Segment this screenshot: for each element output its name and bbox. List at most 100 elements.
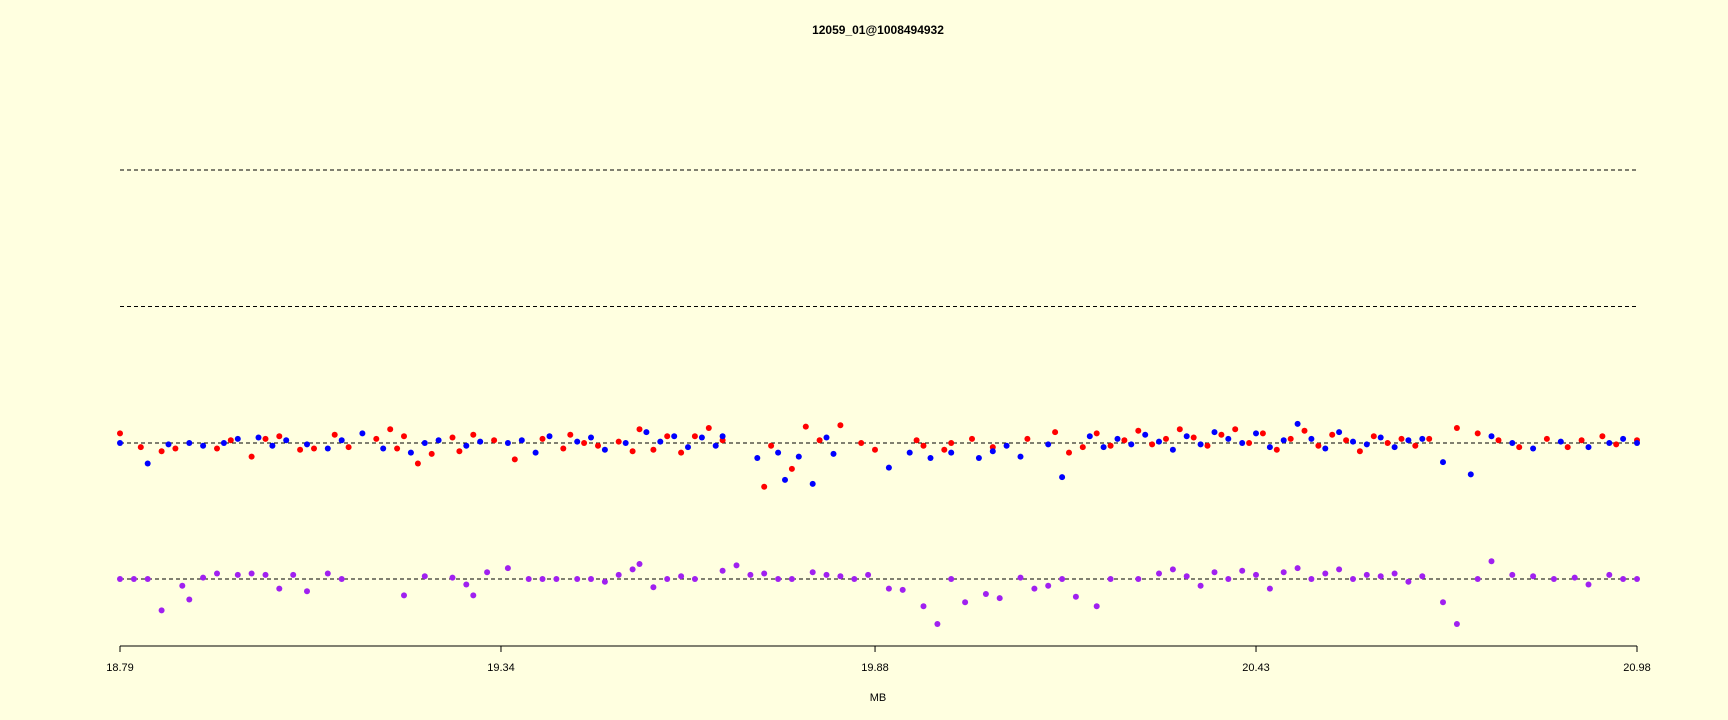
upper-red-point-46 [913,437,920,444]
lower-purple-point-51 [948,576,955,582]
upper-red-point-52 [1024,435,1031,442]
upper-blue-point-83 [1585,444,1592,451]
upper-blue-point-35 [754,455,761,461]
upper-red-point-77 [1384,440,1391,446]
upper-blue-point-82 [1557,438,1564,445]
upper-red-point-85 [1543,435,1550,442]
lower-purple-point-12 [290,571,297,578]
upper-blue-point-17 [435,437,442,444]
upper-red-point-24 [539,435,546,442]
upper-blue-point-62 [1225,435,1232,442]
upper-blue-point-46 [975,455,982,461]
lower-purple-point-19 [463,581,470,588]
upper-blue-point-38 [795,453,802,460]
lower-purple-point-39 [761,570,768,577]
upper-red-point-16 [401,433,407,440]
upper-blue-point-61 [1211,429,1218,436]
lower-purple-point-89 [1550,576,1557,582]
upper-red-point-6 [248,453,255,460]
upper-red-point-47 [920,442,927,449]
upper-red-point-33 [664,433,671,440]
upper-red-point-27 [581,440,588,446]
lower-purple-point-24 [539,576,546,582]
upper-blue-point-15 [407,449,414,456]
upper-red-point-73 [1329,431,1336,438]
lower-purple-point-84 [1453,621,1460,627]
upper-blue-point-19 [477,438,484,445]
lower-purple-point-13 [304,588,310,595]
upper-red-point-2 [158,448,165,455]
lower-purple-point-0 [117,576,123,582]
upper-red-point-1 [137,444,144,451]
lower-purple-point-16 [401,592,407,599]
upper-red-point-76 [1370,433,1377,440]
upper-red-point-39 [768,442,775,449]
upper-panel-points [117,420,1640,490]
lower-purple-point-82 [1419,573,1426,580]
upper-blue-point-25 [588,434,594,441]
upper-blue-point-42 [885,464,892,471]
upper-blue-point-63 [1239,440,1246,446]
lower-purple-point-32 [650,584,657,591]
upper-red-point-65 [1218,431,1225,438]
lower-purple-point-86 [1488,558,1495,565]
upper-blue-point-66 [1280,437,1287,444]
lower-panel-points [117,558,1640,627]
lower-purple-point-49 [920,603,927,610]
upper-blue-point-4 [200,442,207,449]
upper-blue-point-70 [1336,429,1343,436]
upper-red-point-81 [1453,425,1460,431]
upper-red-point-12 [345,444,352,451]
lower-purple-point-62 [1135,576,1142,582]
lower-purple-point-21 [484,569,491,576]
lower-purple-point-17 [421,573,428,580]
lower-purple-point-34 [678,573,685,580]
lower-purple-point-7 [214,570,220,577]
upper-red-point-21 [470,431,477,438]
upper-red-point-5 [227,437,234,444]
upper-red-point-74 [1343,437,1350,444]
upper-red-point-60 [1149,441,1156,448]
lower-purple-point-76 [1336,566,1343,573]
upper-blue-point-64 [1253,430,1259,437]
upper-blue-point-73 [1377,434,1384,441]
x-tick-label-3: 20.43 [1242,662,1270,674]
upper-red-point-68 [1259,430,1266,437]
lower-purple-point-15 [338,576,345,582]
lower-purple-point-65 [1183,573,1190,580]
lower-purple-point-31 [636,561,643,567]
upper-blue-point-43 [906,449,913,456]
upper-red-point-82 [1474,430,1481,437]
lower-purple-point-54 [996,595,1003,602]
upper-red-point-43 [837,422,844,429]
upper-blue-point-32 [698,434,705,441]
upper-red-point-14 [387,426,394,433]
lower-purple-point-18 [449,574,456,581]
lower-purple-point-55 [1017,574,1024,581]
upper-red-point-86 [1564,444,1571,451]
upper-red-point-26 [567,431,574,438]
lower-purple-point-61 [1107,576,1114,582]
x-axis-label: MB [870,692,887,704]
lower-purple-point-4 [179,582,186,589]
upper-red-point-80 [1426,435,1433,442]
lower-purple-point-87 [1509,571,1516,578]
upper-blue-point-69 [1322,445,1329,452]
upper-blue-point-31 [685,444,691,451]
lower-purple-point-64 [1169,566,1176,573]
lower-purple-point-78 [1363,571,1370,578]
upper-blue-point-21 [518,437,525,444]
lower-purple-point-70 [1253,571,1259,578]
upper-red-point-44 [858,440,865,446]
upper-blue-point-74 [1391,444,1398,451]
upper-blue-point-78 [1467,471,1474,478]
lower-purple-point-37 [733,562,740,569]
lower-purple-point-6 [200,574,207,581]
upper-blue-point-54 [1114,435,1121,442]
upper-blue-point-55 [1128,441,1135,448]
upper-red-point-23 [511,456,518,463]
upper-red-point-51 [989,444,996,451]
lower-purple-point-33 [664,576,671,582]
upper-blue-point-57 [1156,438,1162,445]
upper-blue-point-10 [304,441,310,448]
